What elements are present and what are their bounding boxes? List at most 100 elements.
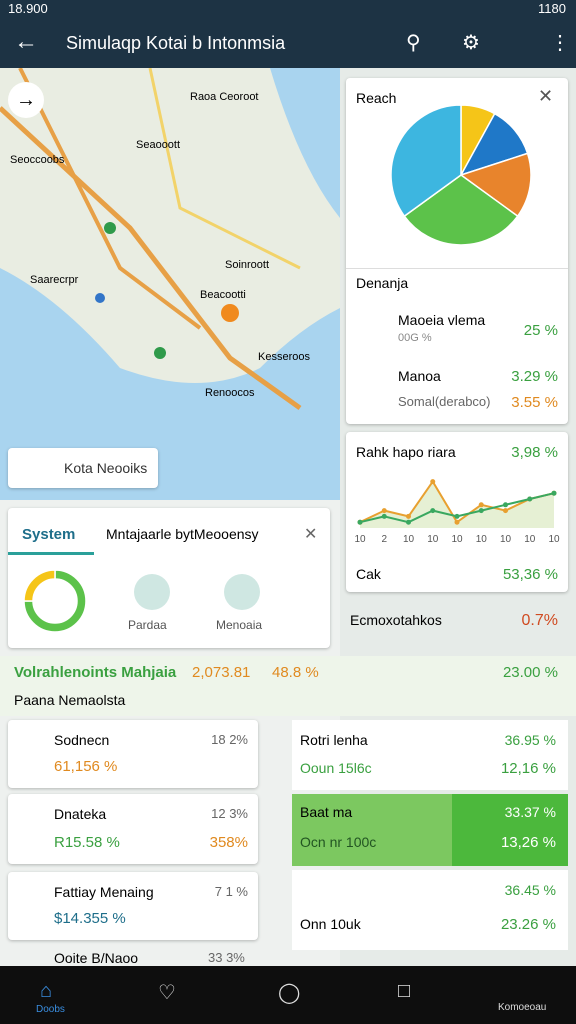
trend-card: Rahk hapo riara 3,98 % 10 2 10 10 10 10 10 10 10… [346, 432, 568, 592]
x-tick-label: 10 [548, 534, 560, 545]
summary-sub: Paana Nemaolsta [14, 692, 126, 708]
menu-button[interactable]: ⋮ [550, 32, 570, 54]
item-amount: R15.58 % [54, 834, 120, 851]
slice [23, 569, 87, 633]
point [381, 508, 387, 514]
app-bar [0, 0, 576, 68]
summary-value: 48.8 % [272, 664, 319, 681]
item-sub: Ocn nr 100c [300, 834, 377, 850]
back-button[interactable]: ← [14, 28, 38, 55]
item-amount: 61,156 % [54, 758, 118, 775]
system-card: System Mntajaarle bytMeooensy ✕ Pardaa M… [8, 508, 330, 648]
map-chip[interactable]: Kota Neooiks [8, 448, 158, 488]
list-item[interactable]: Dnateka R15.58 % 12 3% 358% [8, 794, 258, 864]
item-sub: Ooun 15l6c [300, 760, 372, 776]
footer-value: 53,36 % [502, 566, 558, 583]
slice [403, 174, 519, 246]
point [381, 513, 387, 519]
item-value: 23.26 % [500, 916, 556, 933]
item-value: 3.55 % [511, 394, 558, 411]
card-title: Denanja [356, 275, 409, 291]
summary-value: 23.00 % [502, 664, 558, 681]
point [478, 508, 484, 514]
map-label: Raoa Ceoroot [190, 91, 259, 103]
map-nav-button[interactable]: → [8, 82, 44, 118]
summary-value: 0.7% [521, 612, 558, 629]
item-value: 13,26 % [500, 834, 556, 851]
list-item[interactable]: Onn 10uk 36.45 % 23.26 % [292, 870, 568, 950]
close-button[interactable]: ✕ [304, 526, 318, 543]
nav-home[interactable]: ⌂ [40, 980, 53, 1002]
item-pct: 18 2% [211, 732, 248, 747]
map-label: Seaooott [136, 139, 180, 151]
item-sub: Onn 10uk [300, 916, 361, 932]
x-tick-label: 10 [524, 534, 536, 545]
item-name: Dnateka [54, 806, 107, 822]
summary-row [0, 656, 576, 716]
nav-label: Doobs [36, 1004, 65, 1015]
item-name: Fattiay Menaing [54, 884, 154, 900]
status-clock: 1180 [538, 1, 566, 16]
x-tick-label: 10 [427, 534, 439, 545]
card-value: 3,98 % [511, 444, 558, 461]
list-item[interactable]: Rotri lenha Ooun 15l6c 36.95 % 12,16 % [292, 720, 568, 790]
item-label: Maoeia vlema [398, 312, 486, 328]
point [527, 496, 533, 502]
x-tick-label: 2 [381, 534, 387, 545]
x-tick-label: 10 [403, 534, 415, 545]
item-value: 12,16 % [500, 760, 556, 777]
item-name: Rotri lenha [300, 732, 368, 748]
x-tick-label: 10 [354, 534, 366, 545]
map-label: Beacootti [200, 289, 246, 301]
item-pct: 7 1 % [214, 884, 248, 899]
point [551, 490, 557, 496]
map[interactable]: Raoa Ceoroot Seaooott Seoccoobs Saarecrp… [0, 68, 340, 500]
point [454, 513, 460, 519]
nav-button[interactable]: □ [398, 980, 411, 1002]
map-label: Kesseroos [258, 351, 310, 363]
item-label: Manoa [398, 368, 441, 384]
bottom-nav: ⌂ Doobs ♡ ◯ □ Komoeoau [0, 966, 576, 1024]
card-title: Reach [356, 90, 397, 106]
settings-button[interactable]: ⚙ [462, 32, 480, 54]
pie-chart [390, 104, 532, 246]
point [503, 508, 508, 514]
map-label: Soinroott [225, 259, 269, 271]
tab[interactable]: Mntajaarle bytMeooensy [106, 526, 259, 542]
item-value: 33.37 % [504, 804, 556, 820]
map-label: Seoccoobs [10, 154, 65, 166]
point [406, 519, 411, 525]
summary-value: 2,073.81 [192, 664, 251, 681]
point [357, 519, 363, 525]
point [406, 513, 411, 519]
pie-card: Reach ✕ Denanja Maoeia vlema 00G % 25 % … [346, 78, 568, 424]
item-name: Baat ma [300, 804, 353, 820]
close-button[interactable]: ✕ [538, 86, 554, 106]
nav-button[interactable]: ◯ [278, 982, 301, 1004]
list-item[interactable]: Baat ma Ocn nr 100c 33.37 % 13,26 % [292, 794, 568, 866]
slice [23, 569, 56, 602]
item-value: 3.29 % [511, 368, 558, 385]
point [430, 479, 436, 485]
item-name: Sodnecn [54, 732, 110, 748]
x-tick-label: 10 [500, 534, 512, 545]
slice [390, 104, 462, 218]
chip-label: Kota Neooiks [64, 460, 148, 476]
x-tick-label: 10 [476, 534, 488, 545]
item-amount: $14.355 % [54, 910, 126, 927]
footer-label: Cak [356, 566, 381, 582]
list-item[interactable]: Fattiay Menaing $14.355 % 7 1 % [8, 872, 258, 940]
icon-label: Menoaia [216, 618, 263, 632]
search-button[interactable]: ⚲ [406, 32, 421, 54]
app-title: Simulaqp Kotai b Intonmsia [66, 33, 286, 53]
item-label: Somal(derabco) [398, 394, 491, 409]
list-item[interactable]: Sodnecn 61,156 % 18 2% [8, 720, 258, 788]
tab[interactable]: System [22, 526, 76, 543]
slice [459, 152, 532, 218]
point [478, 502, 484, 508]
item-value: 25 % [523, 322, 558, 339]
item-value: 36.45 % [504, 882, 556, 898]
item-sub: 00G % [398, 332, 432, 344]
nav-button[interactable]: ♡ [158, 982, 176, 1004]
line-chart: 10 2 10 10 10 10 10 10 10 [354, 479, 560, 545]
